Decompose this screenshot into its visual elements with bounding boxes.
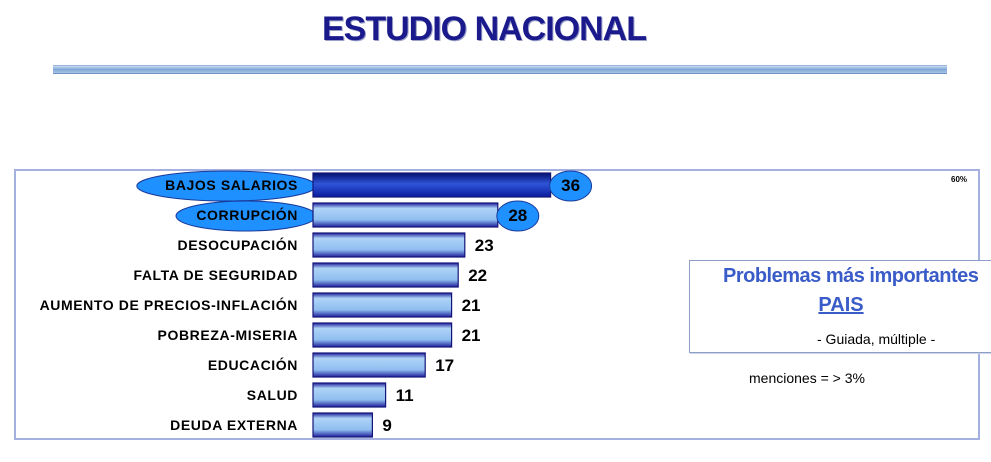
value-highlight-ellipse	[549, 170, 593, 202]
category-label: BAJOS SALARIOS	[165, 177, 298, 193]
data-label: 23	[475, 236, 494, 255]
bar	[312, 292, 453, 318]
bar	[312, 202, 499, 228]
mentions-note: menciones = > 3%	[749, 370, 865, 386]
category-label: EDUCACIÓN	[208, 356, 298, 373]
data-label: 22	[468, 266, 487, 285]
data-label: 9	[382, 416, 391, 435]
title-divider	[53, 65, 947, 74]
bar	[312, 232, 466, 258]
data-label: 28	[508, 206, 527, 225]
category-label: POBREZA-MISERIA	[158, 327, 298, 343]
legend-box: Problemas más importantes PAIS - Guiada,…	[689, 260, 991, 353]
bar	[312, 412, 374, 438]
page-title: ESTUDIO NACIONAL	[322, 10, 647, 48]
category-label: AUMENTO DE PRECIOS-INFLACIÓN	[40, 296, 298, 313]
category-label: SALUD	[247, 387, 298, 403]
data-label: 17	[435, 356, 454, 375]
bar	[312, 352, 426, 378]
data-label: 21	[462, 296, 481, 315]
category-label: FALTA DE SEGURIDAD	[133, 267, 298, 283]
category-label: DEUDA EXTERNA	[170, 417, 298, 433]
legend-title: Problemas más importantes	[723, 265, 979, 287]
data-label: 36	[561, 176, 580, 195]
bar	[312, 262, 459, 288]
bar	[312, 322, 453, 348]
value-highlight-ellipse	[496, 200, 540, 232]
axis-max-label: 60%	[951, 175, 968, 184]
legend-subtitle: PAIS	[818, 294, 864, 316]
legend-note: - Guiada, múltiple -	[817, 331, 936, 347]
category-label: DESOCUPACIÓN	[177, 236, 298, 253]
bar	[312, 382, 387, 408]
bar	[312, 172, 552, 198]
data-label: 21	[462, 326, 481, 345]
category-label: CORRUPCIÓN	[196, 206, 298, 223]
data-label: 11	[396, 386, 414, 405]
